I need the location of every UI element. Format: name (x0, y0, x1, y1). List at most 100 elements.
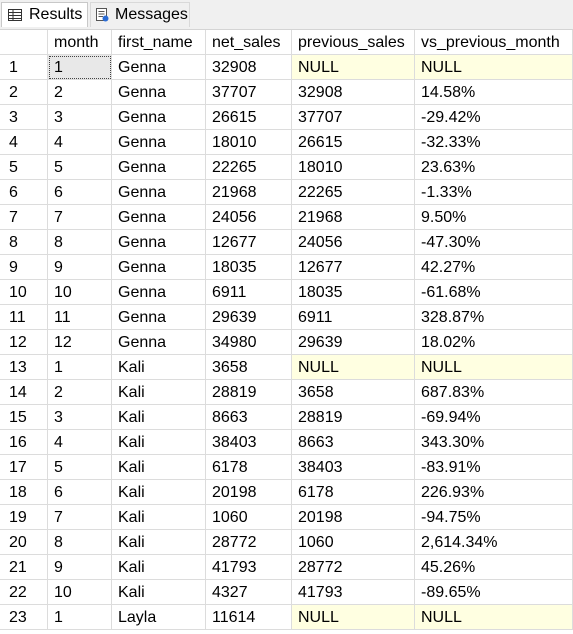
cell-previous-sales[interactable]: 6911 (292, 305, 415, 330)
cell-net-sales[interactable]: 18035 (206, 255, 292, 280)
cell-vs-previous-month[interactable]: NULL (415, 605, 573, 630)
table-row[interactable]: 19 7 Kali 1060 20198 -94.75% (0, 505, 573, 530)
cell-first-name[interactable]: Kali (112, 555, 206, 580)
cell-net-sales[interactable]: 26615 (206, 105, 292, 130)
cell-month[interactable]: 4 (48, 130, 112, 155)
cell-vs-previous-month[interactable]: -83.91% (415, 455, 573, 480)
cell-month[interactable]: 10 (48, 580, 112, 605)
table-row[interactable]: 18 6 Kali 20198 6178 226.93% (0, 480, 573, 505)
tab-messages[interactable]: Messages (90, 2, 190, 27)
cell-first-name[interactable]: Kali (112, 355, 206, 380)
cell-net-sales[interactable]: 29639 (206, 305, 292, 330)
cell-vs-previous-month[interactable]: 2,614.34% (415, 530, 573, 555)
row-number[interactable]: 3 (0, 105, 48, 130)
cell-vs-previous-month[interactable]: -32.33% (415, 130, 573, 155)
row-number[interactable]: 16 (0, 430, 48, 455)
cell-first-name[interactable]: Genna (112, 205, 206, 230)
cell-month[interactable]: 8 (48, 530, 112, 555)
row-number[interactable]: 7 (0, 205, 48, 230)
cell-previous-sales[interactable]: 12677 (292, 255, 415, 280)
cell-net-sales[interactable]: 28819 (206, 380, 292, 405)
cell-first-name[interactable]: Genna (112, 180, 206, 205)
table-row[interactable]: 22 10 Kali 4327 41793 -89.65% (0, 580, 573, 605)
cell-month[interactable]: 5 (48, 155, 112, 180)
cell-vs-previous-month[interactable]: 328.87% (415, 305, 573, 330)
column-header-net-sales[interactable]: net_sales (206, 30, 292, 55)
cell-vs-previous-month[interactable]: 42.27% (415, 255, 573, 280)
cell-net-sales[interactable]: 21968 (206, 180, 292, 205)
cell-previous-sales[interactable]: 24056 (292, 230, 415, 255)
cell-previous-sales[interactable]: 37707 (292, 105, 415, 130)
row-number[interactable]: 10 (0, 280, 48, 305)
cell-previous-sales[interactable]: 1060 (292, 530, 415, 555)
cell-first-name[interactable]: Genna (112, 330, 206, 355)
cell-first-name[interactable]: Kali (112, 505, 206, 530)
cell-month[interactable]: 3 (48, 105, 112, 130)
cell-previous-sales[interactable]: 22265 (292, 180, 415, 205)
table-row[interactable]: 16 4 Kali 38403 8663 343.30% (0, 430, 573, 455)
table-row[interactable]: 4 4 Genna 18010 26615 -32.33% (0, 130, 573, 155)
cell-vs-previous-month[interactable]: -94.75% (415, 505, 573, 530)
row-number[interactable]: 11 (0, 305, 48, 330)
cell-previous-sales[interactable]: 41793 (292, 580, 415, 605)
cell-first-name[interactable]: Layla (112, 605, 206, 630)
column-header-month[interactable]: month (48, 30, 112, 55)
cell-previous-sales[interactable]: 21968 (292, 205, 415, 230)
row-number[interactable]: 4 (0, 130, 48, 155)
row-number[interactable]: 5 (0, 155, 48, 180)
table-row[interactable]: 9 9 Genna 18035 12677 42.27% (0, 255, 573, 280)
cell-vs-previous-month[interactable]: 45.26% (415, 555, 573, 580)
cell-first-name[interactable]: Kali (112, 580, 206, 605)
row-number[interactable]: 2 (0, 80, 48, 105)
cell-month[interactable]: 10 (48, 280, 112, 305)
table-row[interactable]: 10 10 Genna 6911 18035 -61.68% (0, 280, 573, 305)
cell-vs-previous-month[interactable]: 23.63% (415, 155, 573, 180)
table-row[interactable]: 13 1 Kali 3658 NULL NULL (0, 355, 573, 380)
cell-first-name[interactable]: Kali (112, 405, 206, 430)
table-row[interactable]: 21 9 Kali 41793 28772 45.26% (0, 555, 573, 580)
cell-previous-sales[interactable]: 18010 (292, 155, 415, 180)
table-row[interactable]: 17 5 Kali 6178 38403 -83.91% (0, 455, 573, 480)
cell-first-name[interactable]: Kali (112, 455, 206, 480)
cell-month[interactable]: 9 (48, 255, 112, 280)
cell-first-name[interactable]: Genna (112, 155, 206, 180)
table-row[interactable]: 3 3 Genna 26615 37707 -29.42% (0, 105, 573, 130)
cell-net-sales[interactable]: 28772 (206, 530, 292, 555)
cell-first-name[interactable]: Genna (112, 280, 206, 305)
column-header-first-name[interactable]: first_name (112, 30, 206, 55)
cell-first-name[interactable]: Genna (112, 105, 206, 130)
cell-net-sales[interactable]: 20198 (206, 480, 292, 505)
cell-first-name[interactable]: Kali (112, 480, 206, 505)
row-number[interactable]: 13 (0, 355, 48, 380)
cell-vs-previous-month[interactable]: NULL (415, 355, 573, 380)
column-header-row-number[interactable] (0, 30, 48, 55)
cell-net-sales[interactable]: 4327 (206, 580, 292, 605)
cell-first-name[interactable]: Genna (112, 130, 206, 155)
row-number[interactable]: 19 (0, 505, 48, 530)
cell-previous-sales[interactable]: 18035 (292, 280, 415, 305)
table-row[interactable]: 7 7 Genna 24056 21968 9.50% (0, 205, 573, 230)
cell-vs-previous-month[interactable]: -61.68% (415, 280, 573, 305)
cell-month[interactable]: 1 (48, 55, 112, 80)
cell-previous-sales[interactable]: 6178 (292, 480, 415, 505)
cell-net-sales[interactable]: 34980 (206, 330, 292, 355)
cell-previous-sales[interactable]: 26615 (292, 130, 415, 155)
cell-month[interactable]: 1 (48, 355, 112, 380)
row-number[interactable]: 17 (0, 455, 48, 480)
cell-vs-previous-month[interactable]: -29.42% (415, 105, 573, 130)
cell-vs-previous-month[interactable]: -47.30% (415, 230, 573, 255)
cell-previous-sales[interactable]: NULL (292, 605, 415, 630)
cell-previous-sales[interactable]: 28819 (292, 405, 415, 430)
table-row[interactable]: 5 5 Genna 22265 18010 23.63% (0, 155, 573, 180)
cell-vs-previous-month[interactable]: 14.58% (415, 80, 573, 105)
cell-month[interactable]: 5 (48, 455, 112, 480)
cell-first-name[interactable]: Genna (112, 55, 206, 80)
cell-vs-previous-month[interactable]: -69.94% (415, 405, 573, 430)
cell-net-sales[interactable]: 12677 (206, 230, 292, 255)
cell-month[interactable]: 2 (48, 380, 112, 405)
cell-first-name[interactable]: Genna (112, 305, 206, 330)
row-number[interactable]: 22 (0, 580, 48, 605)
cell-net-sales[interactable]: 37707 (206, 80, 292, 105)
cell-previous-sales[interactable]: NULL (292, 355, 415, 380)
table-row[interactable]: 1 1 Genna 32908 NULL NULL (0, 55, 573, 80)
